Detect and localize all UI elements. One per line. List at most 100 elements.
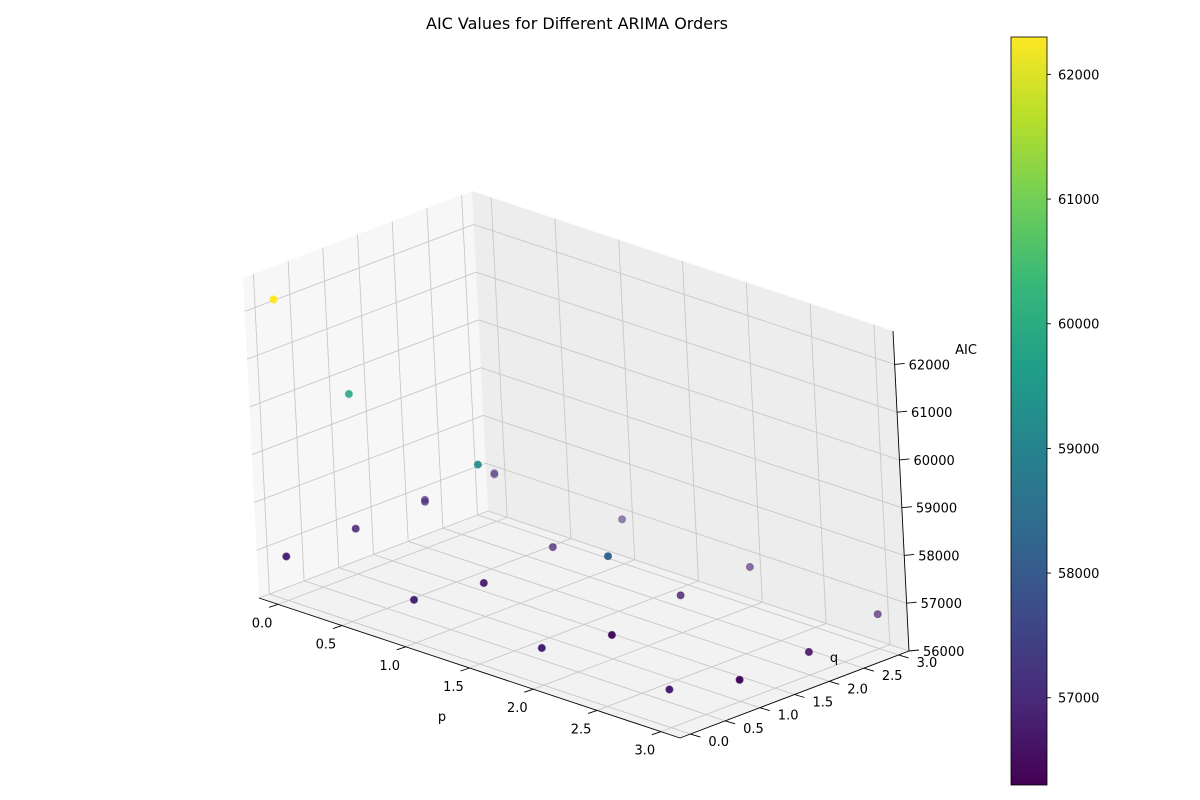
z-axis-line [892,330,910,652]
z-tick-label: 56000 [923,645,964,660]
data-point [665,685,674,694]
gridline-x-back [682,260,699,582]
data-point [409,595,419,604]
x-tick-mark [396,646,406,651]
x-tick-mark [268,603,279,608]
z-tick-mark [897,410,908,413]
y-tick-label: 1.0 [778,709,799,724]
data-point [676,591,685,600]
z-tick-label: 58000 [918,549,959,564]
gridline-z-left [258,510,489,599]
data-point [490,469,499,478]
gridline-z-back [480,367,902,509]
y-tick-label: 0.5 [743,722,764,737]
data-point [351,524,360,533]
y-tick-mark [724,720,736,725]
data-point [479,578,488,588]
x-axis-label: p [438,710,446,725]
gridline-z-back [485,462,907,604]
gridline-y-floor [338,567,760,709]
gridline-y-floor [477,514,899,656]
gridline-z-left [256,462,486,551]
colorbar [1010,36,1048,786]
gridline-z-back [478,319,900,461]
y-tick-mark [794,694,805,698]
z-axis-label: AIC [955,343,977,358]
gridline-y-left [252,274,270,595]
x-tick-label: 0.5 [316,638,337,653]
data-point [745,562,755,572]
z-tick-mark [904,554,915,556]
colorbar-ticks: 57000 58000 59000 60000 61000 62000 [1047,68,1099,707]
gridline-x-back [809,303,827,624]
x-tick-label: 2.5 [571,722,592,737]
colorbar-tick-label: 59000 [1058,442,1099,457]
x-tick-mark [524,688,534,693]
colorbar-tick-label: 57000 [1058,692,1099,707]
data-point [735,675,744,684]
z-tick-label: 60000 [913,454,954,469]
y-tick-label: 2.5 [882,669,903,684]
x-tick-mark [651,731,662,736]
z-tick-mark [899,458,910,461]
y-tick-mark [829,680,840,685]
data-point [607,630,617,640]
colorbar-tick-label: 60000 [1058,318,1099,333]
gridline-z-left [249,319,479,408]
z-tick-label: 61000 [911,406,952,421]
gridline-y-left [426,208,444,529]
x-tick-label: 0.0 [252,616,273,631]
x-tick-label: 1.5 [443,680,464,695]
gridline-z-left [244,224,474,312]
gridline-z-back [473,224,895,365]
z-tick-mark [908,649,920,652]
y-axis-label: q [830,651,838,666]
gridline-z-left [254,415,484,503]
chart-title: AIC Values for Different ARIMA Orders [426,14,728,33]
gridline-z-back [483,415,905,556]
gridline-x-back [554,218,572,539]
gridline-y-left [357,234,374,555]
data-point [490,470,499,479]
gridline-y-floor [269,593,691,735]
y-tick-mark [690,733,701,738]
y-tick-mark [898,654,909,659]
data-point [473,460,482,469]
gridline-z-left [251,367,481,456]
gridline-y-left [287,260,305,581]
y-tick-label: 0.0 [708,735,729,750]
y-tick-label: 3.0 [917,656,938,671]
x-tick-label: 2.0 [507,701,528,716]
gridline-z-left [246,271,477,360]
colorbar-tick-label: 61000 [1058,193,1099,208]
axis-ticks: 0.0 0.5 1.0 1.5 2.0 2.5 3.0 0.0 0.5 1.0 1.5 2.0 2.5 3… [252,358,965,758]
gridline-y-left [461,194,479,515]
z-tick-mark [906,601,917,604]
x-tick-mark [587,709,598,714]
data-point [537,643,546,653]
data-point [269,295,278,304]
y-tick-label: 1.5 [813,696,834,711]
gridline-y-floor [442,527,865,669]
gridline-y-floor [408,540,830,682]
colorbar-tick-label: 62000 [1058,68,1099,83]
data-point [282,552,291,561]
gridline-x-back [873,324,891,645]
x-tick-label: 3.0 [635,744,656,759]
z-tick-label: 59000 [916,502,957,517]
gridline-x-back [618,239,636,560]
z-tick-label: 57000 [921,597,962,612]
data-point [344,389,353,399]
gridline-z-back [487,510,910,652]
y-tick-mark [863,667,875,672]
colorbar-tick-label: 58000 [1058,567,1099,582]
y-tick-mark [759,707,770,712]
z-tick-mark [901,506,912,509]
gridline-y-left [322,247,340,568]
data-point [603,552,613,561]
z-tick-mark [894,362,905,365]
y-tick-label: 2.0 [847,682,868,697]
gridline-z-back [475,271,898,413]
gridline-x-back [745,282,763,603]
